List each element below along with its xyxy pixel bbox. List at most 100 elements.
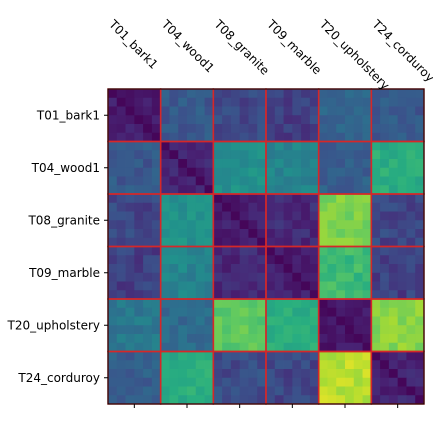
heatmap-cell (248, 325, 258, 335)
heatmap-cell (239, 395, 249, 405)
heatmap-cell (353, 360, 363, 370)
heatmap-cell (292, 395, 302, 405)
heatmap-cell (301, 290, 311, 300)
heatmap-cell (309, 360, 320, 370)
heatmap-cell (283, 194, 293, 204)
heatmap-cell (230, 124, 241, 134)
heatmap-cell (415, 386, 425, 396)
heatmap-cell (151, 89, 162, 99)
heatmap-cell (388, 281, 399, 291)
heatmap-cell (292, 211, 302, 221)
heatmap-cell (283, 185, 293, 195)
heatmap-cell (257, 167, 267, 177)
heatmap-cell (406, 334, 416, 344)
heatmap-cell (327, 115, 337, 125)
heatmap-cell (213, 369, 223, 379)
heatmap-cell (336, 246, 346, 256)
heatmap-cell (353, 124, 363, 134)
heatmap-cell (362, 246, 372, 256)
heatmap-cell (301, 159, 311, 169)
heatmap-cell (213, 115, 223, 125)
heatmap-cell (125, 167, 135, 177)
heatmap-cell (274, 229, 284, 239)
heatmap-cell (213, 334, 223, 344)
heatmap-cell (125, 351, 135, 361)
heatmap-cell (406, 106, 416, 116)
heatmap-cell (160, 360, 170, 370)
heatmap-cell (406, 141, 416, 151)
heatmap-cell (266, 176, 276, 186)
heatmap-cell (283, 211, 293, 221)
heatmap-cell (178, 395, 188, 405)
heatmap-cell (195, 377, 205, 387)
heatmap-cell (160, 255, 170, 265)
heatmap-cell (195, 290, 205, 300)
heatmap-cell (257, 106, 267, 116)
heatmap-cell (160, 377, 170, 387)
heatmap-cell (362, 290, 372, 300)
heatmap-cell (336, 89, 346, 99)
heatmap-cell (169, 194, 179, 204)
heatmap-cell (178, 229, 188, 239)
heatmap-cell (125, 334, 135, 344)
heatmap-cell (406, 307, 416, 317)
heatmap-cell (143, 185, 153, 195)
heatmap-cell (108, 307, 118, 317)
heatmap-cell (230, 281, 241, 291)
heatmap-cell (248, 202, 258, 212)
heatmap-cell (143, 290, 153, 300)
heatmap-cell (380, 211, 390, 221)
heatmap-cell (143, 299, 153, 309)
heatmap-cell (143, 264, 153, 274)
heatmap-cell (222, 264, 232, 274)
heatmap-cell (213, 360, 223, 370)
heatmap-cell (195, 132, 205, 142)
heatmap-cell (397, 220, 407, 230)
heatmap-cell (204, 246, 214, 256)
heatmap-cell (327, 124, 337, 134)
heatmap-cell (213, 176, 223, 186)
heatmap-cell (160, 316, 170, 326)
heatmap-cell (143, 377, 153, 387)
heatmap-cell (274, 159, 284, 169)
heatmap-cell (415, 369, 425, 379)
heatmap-cell (292, 220, 302, 230)
heatmap-cell (222, 115, 232, 125)
heatmap-cell (292, 89, 302, 99)
heatmap-cell (169, 132, 179, 142)
heatmap-cell (169, 185, 179, 195)
heatmap-cell (266, 395, 276, 405)
heatmap-cell (283, 307, 293, 317)
heatmap-cell (230, 185, 241, 195)
heatmap-cell (266, 351, 276, 361)
heatmap-cell (283, 237, 293, 247)
heatmap-cell (169, 307, 179, 317)
heatmap-cell (116, 264, 126, 274)
heatmap-cell (160, 281, 170, 291)
heatmap-cell (309, 386, 320, 396)
heatmap-cell (204, 342, 214, 352)
heatmap-cell (248, 115, 258, 125)
heatmap-cell (204, 316, 214, 326)
heatmap-cell (415, 334, 425, 344)
heatmap-cell (125, 185, 135, 195)
heatmap-cell (336, 351, 346, 361)
heatmap-cell (204, 281, 214, 291)
heatmap-cell (108, 141, 118, 151)
heatmap-cell (108, 115, 118, 125)
heatmap-cell (187, 290, 197, 300)
heatmap-cell (204, 106, 214, 116)
heatmap-cell (116, 299, 126, 309)
heatmap-cell (239, 202, 249, 212)
heatmap-cell (292, 264, 302, 274)
heatmap-cell (108, 132, 118, 142)
heatmap-cell (388, 211, 399, 221)
heatmap-cell (353, 386, 363, 396)
heatmap-cell (397, 307, 407, 317)
heatmap-cell (257, 89, 267, 99)
heatmap-cell (230, 220, 241, 230)
heatmap-cell (125, 255, 135, 265)
heatmap-cell (108, 211, 118, 221)
heatmap-cell (406, 237, 416, 247)
heatmap-cell (239, 132, 249, 142)
